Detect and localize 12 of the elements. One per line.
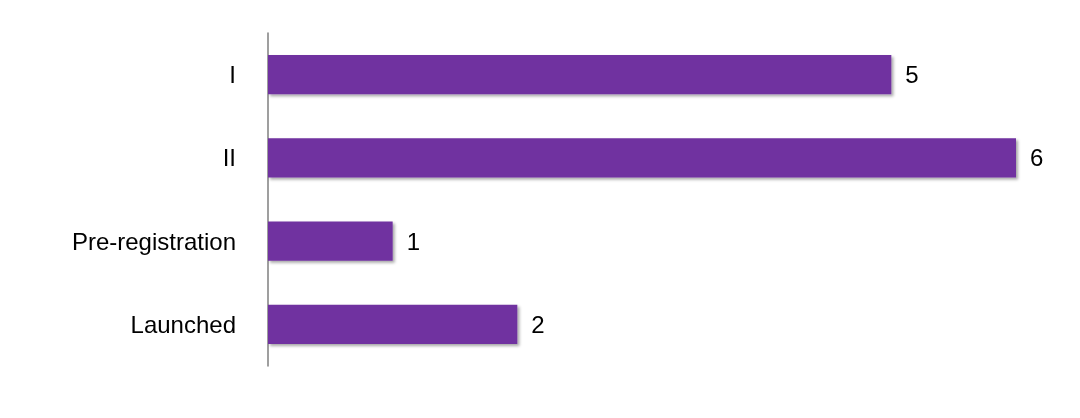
bar bbox=[268, 138, 1016, 178]
y-tick-label: I bbox=[229, 61, 236, 89]
data-label: 2 bbox=[531, 310, 545, 338]
data-label: 6 bbox=[1030, 144, 1044, 172]
y-tick-label: Pre-registration bbox=[71, 227, 236, 255]
bar bbox=[268, 55, 892, 95]
bar bbox=[268, 304, 518, 344]
data-label: 1 bbox=[406, 227, 421, 255]
y-tick-label: II bbox=[222, 144, 236, 172]
bar bbox=[268, 221, 393, 261]
y-tick-label: Launched bbox=[130, 310, 236, 338]
data-label: 5 bbox=[905, 61, 919, 89]
